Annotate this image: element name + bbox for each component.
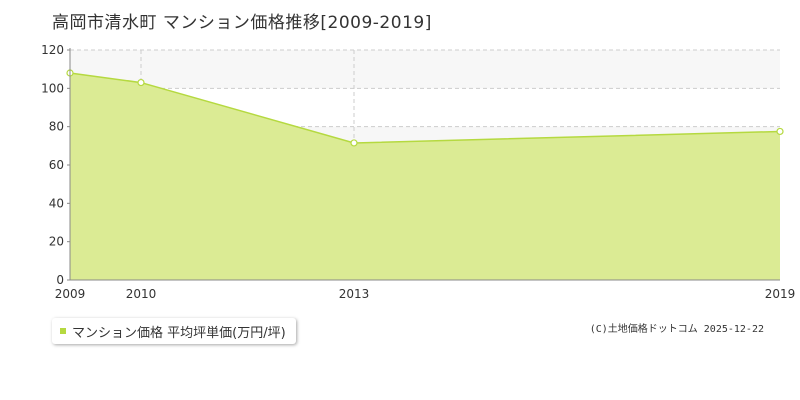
data-point: [776, 127, 784, 136]
x-tick-label: 2019: [765, 287, 796, 301]
x-tick-label: 2010: [126, 287, 157, 301]
grid-band: [70, 50, 780, 89]
y-tick-label: 60: [49, 158, 64, 172]
x-tick-label: 2013: [339, 287, 370, 301]
y-tick-label: 120: [41, 43, 64, 57]
data-point: [137, 78, 145, 87]
y-tick-label: 20: [49, 235, 64, 249]
y-tick-label: 0: [56, 273, 64, 287]
legend: マンション価格 平均坪単価(万円/坪): [52, 318, 296, 344]
credit-text: (C)土地価格ドットコム 2025-12-22: [589, 324, 764, 335]
y-tick-label: 80: [49, 120, 64, 134]
data-point: [350, 139, 358, 147]
legend-swatch: [60, 328, 66, 334]
y-tick-label: 40: [49, 196, 64, 210]
chart-title: 高岡市清水町 マンション価格推移[2009-2019]: [52, 13, 432, 33]
series-line: [69, 72, 781, 144]
y-tick-label: 100: [41, 81, 64, 95]
x-tick-label: 2009: [55, 287, 86, 301]
series-area: [70, 73, 780, 280]
legend-label: マンション価格 平均坪単価(万円/坪): [72, 325, 286, 341]
